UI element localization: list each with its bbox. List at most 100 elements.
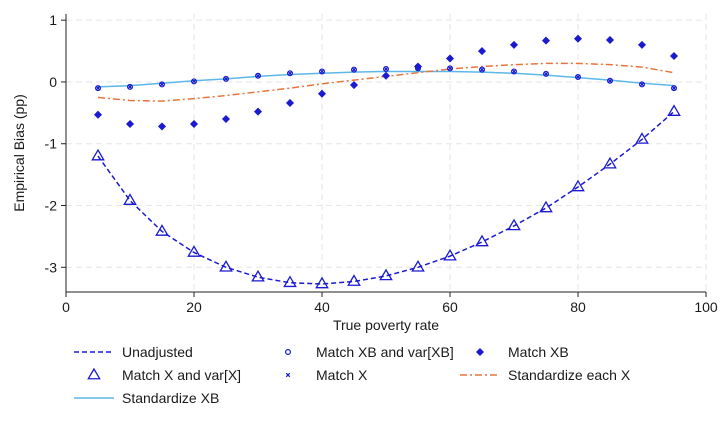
series-match-x-point (287, 71, 293, 76)
series-match-x-point (351, 67, 357, 72)
legend-item-match-xb-key (475, 347, 485, 357)
axes (65, 14, 706, 293)
series-match-x-point (223, 76, 229, 82)
series-match-x-point (511, 69, 517, 74)
series-match-xb-and-var-xb-point (670, 85, 677, 92)
y-tick-label: -3 (45, 259, 58, 275)
legend-item-match-xb-label: Match XB (508, 344, 569, 360)
series-match-x-point (191, 79, 197, 84)
series-match-xb-and-var-xb-point (94, 85, 101, 92)
legend-item-match-xb-and-var-xb-label: Match XB and var[XB] (316, 344, 454, 360)
series-match-xb-and-var-xb-point (574, 74, 581, 81)
series-match-xb-point (541, 36, 551, 45)
legend-item-standardize-each-x: Standardize each X (460, 367, 631, 383)
series-match-xb-point (93, 110, 103, 119)
series-match-xb-and-var-xb-point (287, 70, 294, 77)
legend-item-standardize-each-x-label: Standardize each X (508, 367, 631, 383)
legend-item-unadjusted-label: Unadjusted (122, 344, 193, 360)
y-tick-label: -1 (45, 136, 58, 152)
y-axis-title: Empirical Bias (pp) (11, 94, 27, 211)
legend-item-match-x: Match X (285, 367, 368, 383)
series-match-xb-point (125, 119, 135, 128)
series-match-x-and-var-x-point (571, 179, 585, 192)
legend-item-match-x-key (285, 372, 291, 378)
series-match-x-point (671, 85, 677, 91)
series-match-xb-point (285, 98, 295, 107)
series-match-xb-point (253, 107, 263, 116)
series-match-xb-point (605, 35, 615, 44)
series-match-x-and-var-x-point (475, 234, 489, 247)
legend-item-unadjusted: Unadjusted (74, 344, 193, 360)
series-match-x-point (479, 67, 485, 72)
legend: Unadjusted Match XB and var[XB] Match XB Ma… (74, 344, 631, 406)
x-tick-label: 40 (314, 299, 330, 315)
series-match-xb-and-var-xb-point (447, 65, 454, 72)
series-match-xb-and-var-xb-point (126, 83, 133, 90)
legend-item-match-x-and-var-x-label: Match X and var[X] (122, 367, 241, 383)
series-match-x (95, 66, 677, 91)
series-match-x-point (639, 82, 645, 87)
series-match-x-point (319, 69, 325, 74)
series-match-x-and-var-x-point (379, 268, 393, 281)
series-match-xb-and-var-xb-point (511, 68, 518, 75)
series-match-xb-and-var-xb-point (191, 78, 198, 85)
series-match-x-and-var-x-point (603, 156, 617, 169)
series-match-x-and-var-x-point (347, 274, 361, 286)
series-match-xb-and-var-xb-point (159, 81, 166, 88)
series-match-xb-and-var-xb-point (383, 65, 390, 72)
x-tick-label: 20 (186, 299, 202, 315)
series-match-xb-point (381, 71, 391, 80)
y-tick-label: 0 (49, 74, 57, 90)
x-tick-label: 0 (62, 299, 70, 315)
series-match-x-and-var-x-point (443, 248, 457, 261)
series-match-x-point (255, 73, 261, 79)
series-match-x-and-var-x-point (251, 269, 265, 282)
series-match-xb-and-var-xb-point (223, 75, 230, 82)
series-match-x-and-var-x-point (411, 260, 425, 272)
series-match-xb-and-var-xb-point (255, 72, 262, 79)
legend-item-match-xb-and-var-xb: Match XB and var[XB] (285, 344, 454, 360)
series-match-x-and-var-x-point (155, 224, 169, 236)
series-match-x-and-var-x-point (283, 275, 297, 288)
series-match-x-point (127, 84, 133, 90)
series-match-x-and-var-x (91, 104, 681, 289)
series-match-x-and-var-x-point (187, 245, 201, 257)
legend-item-standardize-xb: Standardize XB (74, 390, 219, 406)
y-tick-label: 1 (49, 12, 57, 28)
series-match-xb-point (573, 34, 583, 43)
series-match-xb-point (349, 81, 359, 90)
series-match-xb-and-var-xb-point (479, 66, 486, 73)
series-match-xb-point (509, 40, 519, 49)
series-unadjusted-path (97, 111, 675, 285)
series-match-x-point (575, 74, 581, 80)
series-match-xb-and-var-xb-point (542, 70, 549, 77)
series-match-x-point (415, 66, 421, 71)
x-axis-title: True poverty rate (333, 317, 439, 333)
series-match-x-and-var-x-point (219, 260, 233, 272)
series-match-xb-point (317, 89, 327, 98)
series-match-xb-and-var-xb-point (319, 68, 326, 75)
ticks: 0 20 40 60 80 100 -3 -2 -1 0 1 (45, 12, 718, 315)
series-match-x-and-var-x-point (667, 104, 681, 116)
legend-item-standardize-xb-label: Standardize XB (122, 390, 219, 406)
series-match-x-and-var-x-point (507, 218, 521, 231)
series-match-x-point (383, 66, 389, 72)
x-tick-label: 80 (570, 299, 586, 315)
series-match-x-point (543, 71, 549, 77)
series-match-xb-and-var-xb-point (415, 65, 422, 72)
legend-item-match-x-and-var-x: Match X and var[X] (87, 367, 241, 383)
series (91, 34, 681, 289)
series-match-xb (93, 34, 679, 131)
series-match-xb-point (669, 51, 679, 61)
legend-item-match-x-label: Match X (316, 367, 368, 383)
y-tick-label: -2 (45, 198, 58, 214)
series-match-x-point (607, 78, 613, 83)
series-unadjusted (97, 111, 675, 285)
legend-item-match-x-and-var-x-key (87, 367, 101, 380)
series-match-xb-point (221, 114, 231, 124)
series-match-x-point (159, 82, 165, 87)
series-match-xb-and-var-xb-point (606, 77, 613, 84)
legend-item-match-xb-and-var-xb-key (285, 349, 292, 356)
